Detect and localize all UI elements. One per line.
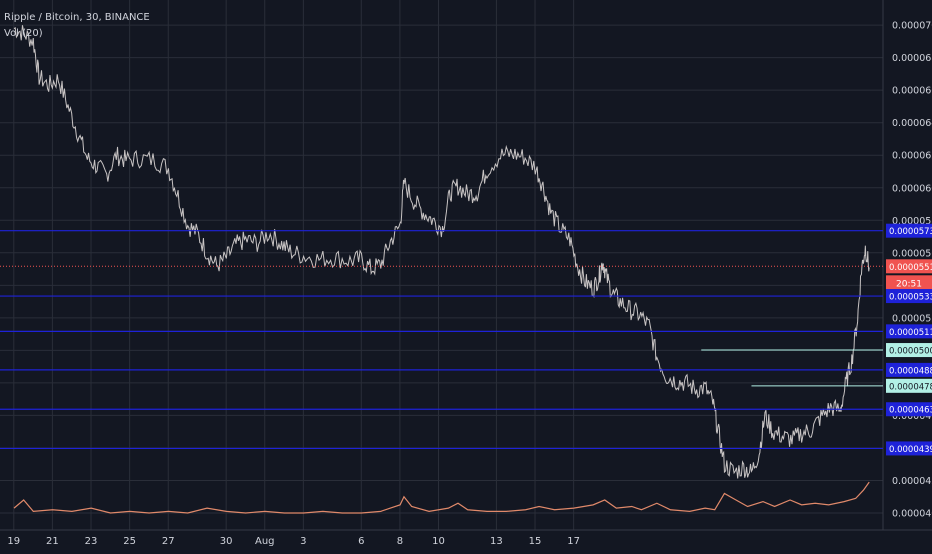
horizontal-level-label-box — [886, 289, 932, 304]
x-tick-label: 3 — [300, 536, 306, 547]
x-tick-label: 13 — [490, 536, 503, 547]
y-tick-label: 0.00007000 — [892, 21, 932, 32]
y-tick-label: 0.00005600 — [892, 248, 932, 259]
x-tick-label: 6 — [358, 536, 364, 547]
current-price-label: 0.00005517 — [889, 263, 932, 273]
y-tick-label: 0.00005200 — [892, 313, 932, 324]
x-tick-label: 10 — [432, 536, 445, 547]
chart-legend: Ripple / Bitcoin, 30, BINANCE Vol (20) — [4, 10, 150, 42]
x-tick-label: 21 — [46, 536, 59, 547]
ray-level-label-box — [886, 378, 932, 393]
horizontal-level-label: 0.00005736 — [889, 227, 932, 237]
y-tick-label: 0.00004200 — [892, 476, 932, 487]
horizontal-level-label: 0.00004397 — [889, 445, 932, 455]
x-tick-label: 30 — [220, 536, 233, 547]
countdown-label-box — [886, 275, 932, 290]
volume-line — [13, 481, 870, 514]
current-price-label-box — [886, 259, 932, 274]
volume-indicator-label: Vol (20) — [4, 28, 43, 39]
x-tick-label: 17 — [567, 536, 580, 547]
x-tick-label: 23 — [85, 536, 98, 547]
x-tick-label: 25 — [123, 536, 136, 547]
y-tick-label: 0.00006000 — [892, 183, 932, 194]
y-tick-label: 0.00006400 — [892, 118, 932, 129]
price-line — [13, 25, 870, 479]
x-tick-label: Aug — [255, 536, 275, 547]
horizontal-level-label-box — [886, 402, 932, 417]
horizontal-level-label: 0.00005334 — [889, 293, 932, 303]
horizontal-level-label: 0.00004880 — [889, 366, 932, 376]
y-tick-label: 0.00006600 — [892, 86, 932, 97]
horizontal-level-label: 0.00005117 — [889, 328, 932, 338]
x-tick-label: 27 — [162, 536, 175, 547]
countdown-label: 20:51 — [896, 279, 922, 289]
y-tick-label: 0.00006200 — [892, 151, 932, 162]
horizontal-level-label-box — [886, 362, 932, 377]
x-tick-label: 8 — [397, 536, 403, 547]
ray-level-label: 0.00005002 — [889, 347, 932, 357]
y-tick-label: 0.00005800 — [892, 216, 932, 227]
y-tick-label: 0.00006800 — [892, 53, 932, 64]
horizontal-level-label: 0.00004638 — [889, 406, 932, 416]
ray-level-label: 0.00004782 — [889, 382, 932, 392]
x-tick-label: 15 — [529, 536, 542, 547]
horizontal-level-label-box — [886, 441, 932, 456]
horizontal-level-label-box — [886, 324, 932, 339]
x-tick-label: 19 — [7, 536, 20, 547]
symbol-title: Ripple / Bitcoin, 30, BINANCE — [4, 12, 150, 23]
horizontal-level-label-box — [886, 223, 932, 238]
y-tick-label: 0.00004600 — [892, 411, 932, 422]
ray-level-label-box — [886, 343, 932, 358]
y-tick-label: 0.00004000 — [892, 508, 932, 519]
